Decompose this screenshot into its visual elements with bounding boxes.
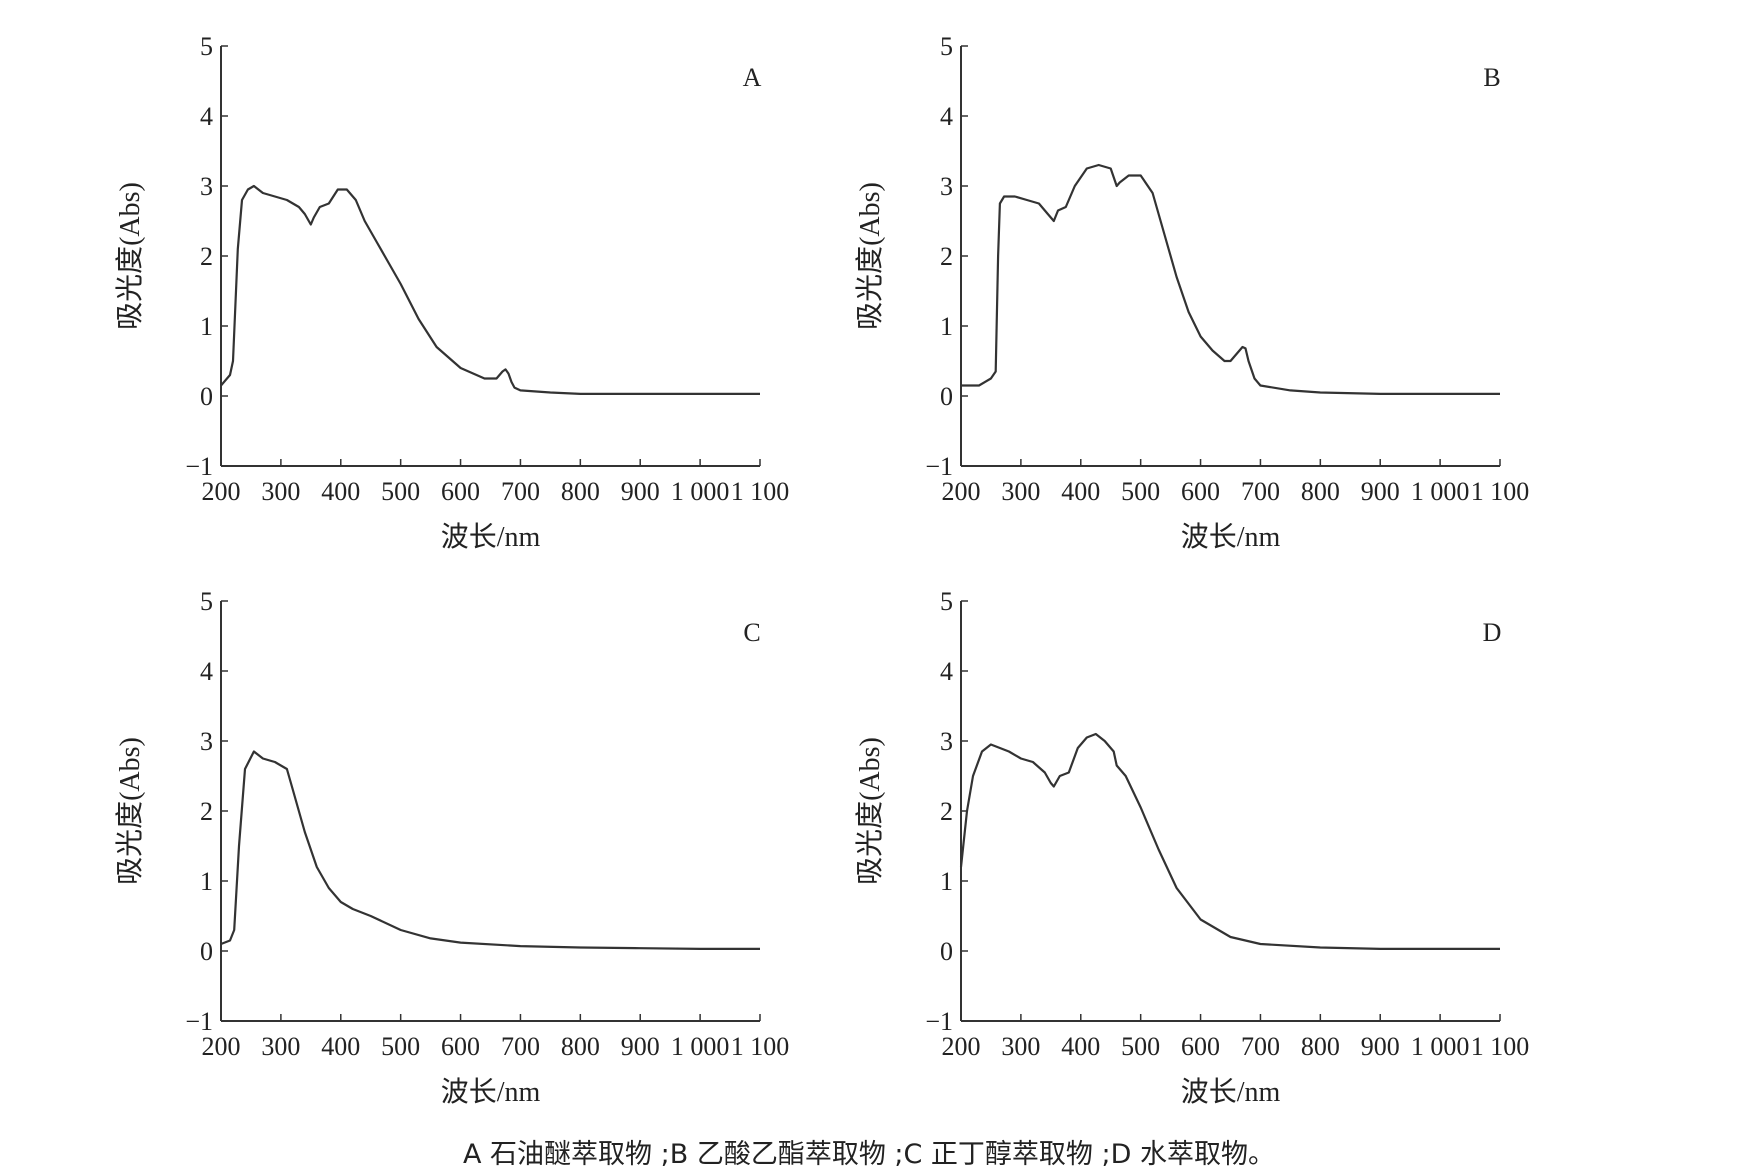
panel-a-y-tick-label: 1 xyxy=(200,312,213,341)
panel-a-y-tick-label: −1 xyxy=(185,452,213,481)
panel-d-y-tick-label: −1 xyxy=(925,1007,953,1036)
panel-d-x-tick-label: 1 100 xyxy=(1471,1032,1530,1061)
panel-a-x-tick-label: 600 xyxy=(441,477,480,506)
panel-b-spectrum-line xyxy=(961,163,1500,395)
panel-c-label: C xyxy=(743,618,760,647)
panel-b-x-tick-label: 400 xyxy=(1061,477,1100,506)
panel-c-y-tick-label: 5 xyxy=(200,587,213,616)
panel-b-x-tick-label: 200 xyxy=(942,477,981,506)
panel-d-y-tick-label: 4 xyxy=(940,657,953,686)
panel-b-y-tick-label: 2 xyxy=(940,242,953,271)
panel-d-x-tick-label: 200 xyxy=(942,1032,981,1061)
panel-b-y-tick-label: −1 xyxy=(925,452,953,481)
panel-b-x-tick-label: 1 100 xyxy=(1471,477,1530,506)
panel-c-x-tick-label: 1 100 xyxy=(731,1032,790,1061)
panel-a-label: A xyxy=(743,63,762,92)
panel-a-y-tick-label: 5 xyxy=(200,32,213,61)
panel-d-x-tick-label: 900 xyxy=(1361,1032,1400,1061)
panel-b-x-tick-label: 1 000 xyxy=(1411,477,1470,506)
panel-b-x-tick-label: 600 xyxy=(1181,477,1220,506)
panel-d-x-tick-label: 800 xyxy=(1301,1032,1340,1061)
panel-b-x-tick-label: 800 xyxy=(1301,477,1340,506)
panel-c-x-tick-label: 200 xyxy=(202,1032,241,1061)
panel-d-x-tick-label: 700 xyxy=(1241,1032,1280,1061)
panel-a-x-tick-label: 300 xyxy=(261,477,300,506)
panel-d-x-tick-label: 1 000 xyxy=(1411,1032,1470,1061)
panel-b-x-tick-label: 700 xyxy=(1241,477,1280,506)
panel-c-y-tick-label: 3 xyxy=(200,727,213,756)
panel-d-x-tick-label: 600 xyxy=(1181,1032,1220,1061)
panel-c-x-tick-label: 700 xyxy=(501,1032,540,1061)
panel-d-spectrum-line xyxy=(959,732,1500,950)
panel-c-y-tick-label: −1 xyxy=(185,1007,213,1036)
panel-c-y-tick-label: 0 xyxy=(200,937,213,966)
panel-c-x-tick-label: 400 xyxy=(321,1032,360,1061)
panel-a-spectrum-line xyxy=(220,184,760,395)
panel-c-x-tick-label: 500 xyxy=(381,1032,420,1061)
panel-a-x-tick-label: 500 xyxy=(381,477,420,506)
panel-c-x-tick-label: 300 xyxy=(261,1032,300,1061)
panel-c-y-tick-label: 2 xyxy=(200,797,213,826)
panel-d-x-tick-label: 300 xyxy=(1001,1032,1040,1061)
panel-b-y-axis-title: 吸光度(Abs) xyxy=(854,182,886,330)
panel-a-x-axis-title: 波长/nm xyxy=(441,521,541,553)
panel-b-y-tick-label: 3 xyxy=(940,172,953,201)
panel-a-y-axis-title: 吸光度(Abs) xyxy=(114,182,146,330)
panel-d-x-tick-label: 400 xyxy=(1061,1032,1100,1061)
panel-c-y-tick-label: 4 xyxy=(200,657,213,686)
panel-a-x-tick-label: 700 xyxy=(501,477,540,506)
panel-c-y-axis-title: 吸光度(Abs) xyxy=(114,737,146,885)
panel-d-x-axis-title: 波长/nm xyxy=(1181,1076,1281,1108)
figure-caption: A 石油醚萃取物 ;B 乙酸乙酯萃取物 ;C 正丁醇萃取物 ;D 水萃取物。 xyxy=(462,1139,1275,1170)
panel-a-x-tick-label: 400 xyxy=(321,477,360,506)
panel-a-x-tick-label: 200 xyxy=(202,477,241,506)
panel-c-x-tick-label: 800 xyxy=(561,1032,600,1061)
panel-c-x-tick-label: 900 xyxy=(621,1032,660,1061)
panel-d-x-tick-label: 500 xyxy=(1121,1032,1160,1061)
panel-b-x-tick-label: 300 xyxy=(1001,477,1040,506)
panel-a-y-tick-label: 0 xyxy=(200,382,213,411)
panel-b-x-axis-title: 波长/nm xyxy=(1181,521,1281,553)
panel-b-y-tick-label: 4 xyxy=(940,102,953,131)
panel-c-x-tick-label: 600 xyxy=(441,1032,480,1061)
panel-b-y-tick-label: 5 xyxy=(940,32,953,61)
panel-d-y-tick-label: 2 xyxy=(940,797,953,826)
panel-b-y-tick-label: 1 xyxy=(940,312,953,341)
panel-a-y-tick-label: 4 xyxy=(200,102,213,131)
panel-d-y-tick-label: 0 xyxy=(940,937,953,966)
panel-c-x-tick-label: 1 000 xyxy=(671,1032,730,1061)
panel-b-label: B xyxy=(1483,63,1500,92)
panel-a-x-tick-label: 1 000 xyxy=(671,477,730,506)
panel-b-x-tick-label: 900 xyxy=(1361,477,1400,506)
panel-a-x-tick-label: 1 100 xyxy=(731,477,790,506)
panel-d-y-axis-title: 吸光度(Abs) xyxy=(854,737,886,885)
panel-b-x-tick-label: 500 xyxy=(1121,477,1160,506)
panel-a-x-tick-label: 800 xyxy=(561,477,600,506)
panel-d-y-tick-label: 1 xyxy=(940,867,953,896)
panel-c-spectrum-line xyxy=(220,750,760,950)
panel-a-x-tick-label: 900 xyxy=(621,477,660,506)
panel-c-x-axis-title: 波长/nm xyxy=(441,1076,541,1108)
panel-d-y-tick-label: 3 xyxy=(940,727,953,756)
panel-d-label: D xyxy=(1483,618,1502,647)
panel-c-y-tick-label: 1 xyxy=(200,867,213,896)
panel-a-y-tick-label: 3 xyxy=(200,172,213,201)
panel-a-y-tick-label: 2 xyxy=(200,242,213,271)
panel-d-y-tick-label: 5 xyxy=(940,587,953,616)
panel-b-y-tick-label: 0 xyxy=(940,382,953,411)
